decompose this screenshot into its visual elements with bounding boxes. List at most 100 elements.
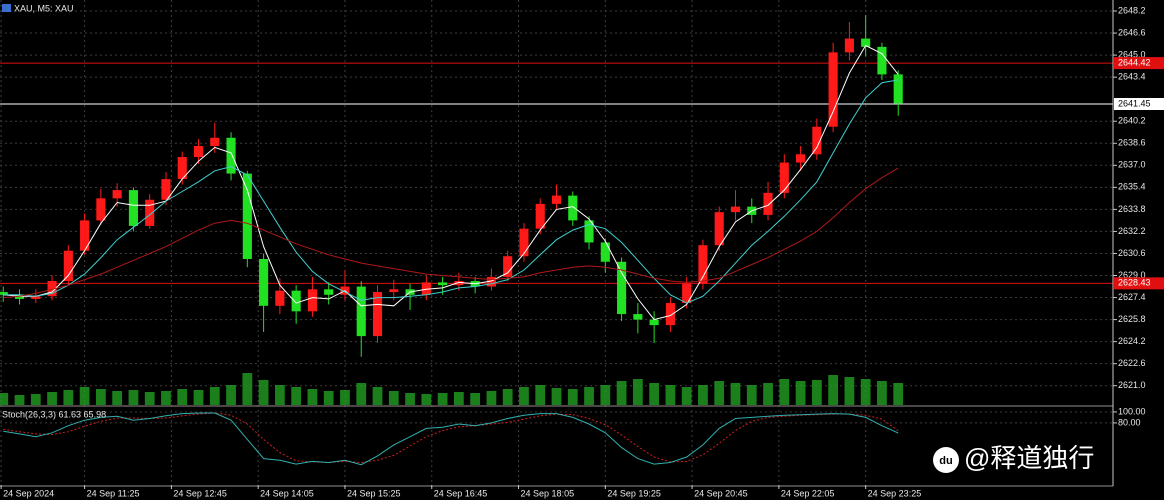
volume-bar <box>763 383 773 405</box>
watermark: du @释道独行 <box>933 443 1094 473</box>
candle-body <box>193 146 204 158</box>
stoch-title: Stoch(26,3,3) 61.63 65.98 <box>2 409 106 419</box>
candle-body <box>763 192 773 215</box>
y-tick-label: 2622.6 <box>1118 358 1146 368</box>
volume-bar <box>828 375 839 405</box>
y-tick-label: 2635.4 <box>1118 182 1146 192</box>
volume-bar <box>877 381 887 405</box>
x-tick-label: 24 Sep 11:25 <box>87 488 140 498</box>
candle-body <box>307 289 317 312</box>
stoch-y-tick-label: 100.00 <box>1118 406 1146 416</box>
volume-bar <box>584 387 594 405</box>
candle-body <box>210 137 220 147</box>
x-tick-label: 24 Sep 19:25 <box>607 488 661 498</box>
watermark-icon: du <box>939 455 952 467</box>
candle-body <box>14 294 25 299</box>
x-tick-label: 24 Sep 23:25 <box>868 488 922 498</box>
y-tick-label: 2632.2 <box>1118 226 1146 236</box>
candle-body <box>389 289 399 293</box>
volume-bar <box>616 381 627 405</box>
candle-body <box>486 276 496 287</box>
y-tick-label: 2630.6 <box>1118 248 1146 258</box>
candle-body <box>714 212 724 246</box>
y-tick-label: 2625.8 <box>1118 314 1146 324</box>
candle-body <box>438 282 448 286</box>
x-tick-label: 24 Sep 14:05 <box>260 488 314 498</box>
candle-body <box>828 52 838 127</box>
x-tick-label: 24 Sep 15:25 <box>347 488 401 498</box>
volume-bar <box>665 385 676 405</box>
volume-bar <box>421 394 432 405</box>
volume-bar <box>730 383 741 405</box>
candle-body <box>324 289 334 295</box>
volume-bar <box>714 381 725 405</box>
candle-body <box>698 245 708 284</box>
volume-bar <box>209 387 220 405</box>
volume-bar <box>96 389 106 405</box>
y-tick-label: 2645.0 <box>1118 49 1146 59</box>
volume-bar <box>844 377 855 405</box>
volume-bar <box>437 393 448 405</box>
candle-body <box>730 206 741 213</box>
symbol-icon <box>2 4 11 12</box>
candle-body <box>503 256 513 277</box>
volume-bar <box>307 389 318 405</box>
y-tick-label: 2633.8 <box>1118 204 1146 214</box>
volume-bar <box>193 390 204 405</box>
volume-bar <box>177 389 188 405</box>
candle-body <box>535 203 545 229</box>
volume-bar <box>811 380 822 405</box>
candle-body <box>600 242 610 262</box>
marks <box>0 15 1113 466</box>
stoch-y-tick-label: 80.00 <box>1118 417 1141 427</box>
y-tick-label: 2624.2 <box>1118 336 1146 346</box>
watermark-icon-bg <box>933 447 959 473</box>
volume-bar <box>681 387 692 405</box>
candle-body <box>893 74 903 104</box>
volume-bar <box>63 390 74 405</box>
candle-body <box>80 220 90 251</box>
volume-bar <box>274 385 285 405</box>
candle-body <box>682 283 692 304</box>
volume-bar <box>128 390 139 405</box>
candle-body <box>275 290 285 306</box>
x-tick-label: 24 Sep 18:05 <box>521 488 575 498</box>
stoch-signal <box>3 412 899 464</box>
volume-bar <box>226 385 236 405</box>
volume-bar <box>30 394 41 405</box>
volume-bar <box>779 379 790 405</box>
volume-bar <box>746 385 757 405</box>
volume-bar <box>161 391 171 405</box>
volume-bar <box>242 373 253 405</box>
candle-body <box>0 292 8 295</box>
candle-body <box>844 38 854 53</box>
level-label: 2641.45 <box>1118 98 1151 108</box>
x-tick-label: 24 Sep 22:05 <box>781 488 835 498</box>
candle-body <box>128 190 138 226</box>
volume-bar <box>340 390 350 405</box>
candle-body <box>259 258 269 306</box>
volume-bar <box>860 379 871 405</box>
volume-bar <box>453 392 464 405</box>
volume-bar <box>551 388 562 405</box>
volume-bar <box>112 391 123 405</box>
level-label-bg <box>1114 98 1164 111</box>
volume-bar <box>323 391 334 405</box>
candle-body <box>877 46 887 75</box>
candle-body <box>372 292 383 337</box>
level-label-bg <box>1114 57 1164 70</box>
volume-bar <box>795 381 806 405</box>
volume-bar <box>600 385 611 405</box>
watermark-text: @释道独行 <box>964 443 1094 473</box>
volume-bar <box>388 391 399 405</box>
candle-body <box>63 250 73 282</box>
level-label: 2644.42 <box>1118 57 1151 67</box>
y-tick-label: 2646.6 <box>1118 27 1146 37</box>
volume-bar <box>14 395 25 405</box>
candle-body <box>584 220 594 243</box>
candle-body <box>617 261 627 315</box>
volume-bar <box>144 392 155 405</box>
candle-body <box>96 198 106 221</box>
